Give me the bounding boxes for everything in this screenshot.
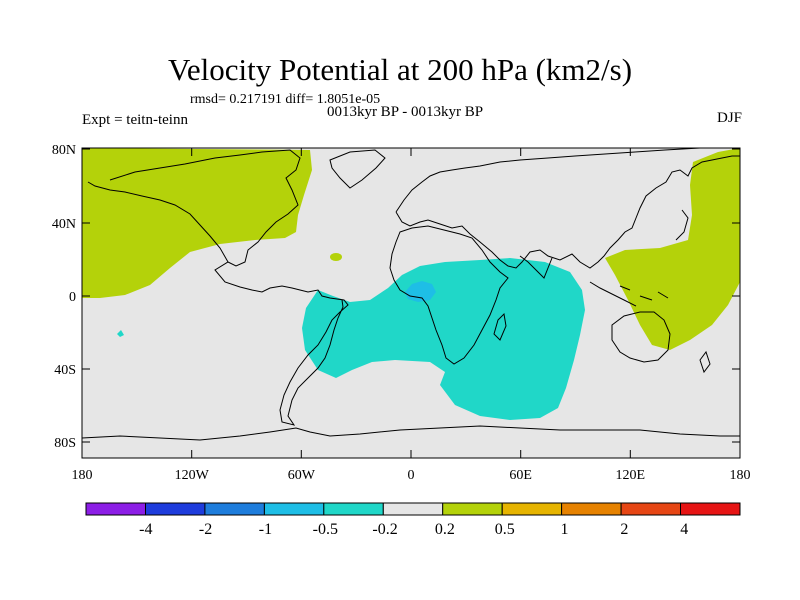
colorbar-box [561, 502, 622, 516]
coast-madagascar [493, 312, 507, 341]
colorbar-label: 4 [680, 521, 688, 538]
season-label: DJF [716, 110, 742, 126]
period-label: 0013kyr BP - 0013kyr BP [326, 104, 484, 120]
colorbar-label: -1 [259, 521, 272, 538]
coast-greenland [329, 149, 386, 189]
colorbar-label: -0.2 [372, 521, 397, 538]
coastlines [82, 148, 740, 441]
colorbar-label: -0.5 [313, 521, 338, 538]
experiment-label: Expt = teitn-teinn [82, 112, 188, 128]
colorbar-box [204, 502, 265, 516]
axis-ticks [81, 148, 741, 458]
coast-africa [389, 225, 509, 365]
lon-label: 120E [616, 468, 646, 483]
positive-region-north-america [82, 148, 312, 298]
colorbar-label: -2 [199, 521, 212, 538]
lon-label: 180 [730, 468, 751, 483]
colorbar-label: 0.2 [435, 521, 455, 538]
coast-japan [675, 209, 689, 241]
lon-label: 60E [509, 468, 532, 483]
lon-label: 60W [288, 468, 316, 483]
colorbar-labels: -4 -2 -1 -0.5 -0.2 0.2 0.5 1 2 4 [139, 521, 688, 538]
lat-label: 80S [54, 436, 76, 451]
lon-label: 180 [72, 468, 93, 483]
colorbar-box [382, 502, 444, 516]
coast-eurasia [395, 148, 740, 269]
negative-dot-pacific [117, 330, 124, 337]
colorbar-box [263, 502, 325, 516]
colorbar-box [85, 502, 146, 516]
colorbar-box [680, 502, 741, 516]
colorbar-box [145, 502, 206, 516]
colorbar-box [620, 502, 682, 516]
colorbar-label: 0.5 [495, 521, 515, 538]
negative-region-africa [302, 258, 585, 420]
colorbar-box [501, 502, 563, 516]
lon-label: 120W [175, 468, 210, 483]
lon-label: 0 [408, 468, 415, 483]
coast-antarctica [82, 425, 740, 441]
positive-blob-atlantic [330, 253, 342, 261]
lat-labels: 80N 40N 0 40S 80S [52, 143, 76, 451]
lat-label: 0 [69, 290, 76, 305]
positive-region-west-pacific [605, 148, 740, 350]
coast-india [519, 255, 553, 279]
colorbar-label: 1 [561, 521, 569, 538]
coast-north-america [87, 149, 349, 426]
colorbar-box [442, 502, 503, 516]
coast-australia [611, 311, 671, 363]
coast-new-zealand [699, 350, 711, 374]
lat-label: 80N [52, 143, 76, 158]
coast-indonesia [589, 281, 669, 307]
colorbar-label: -4 [139, 521, 152, 538]
lat-label: 40N [52, 217, 76, 232]
lon-labels: 180 120W 60W 0 60E 120E 180 [72, 468, 751, 483]
colorbar-label: 2 [620, 521, 628, 538]
colorbar [85, 502, 741, 516]
map-title: Velocity Potential at 200 hPa (km2/s) [167, 52, 633, 87]
stats-line: rmsd= 0.217191 diff= 1.8051e-05 [190, 92, 381, 107]
colorbar-box [323, 502, 384, 516]
lat-label: 40S [54, 363, 76, 378]
